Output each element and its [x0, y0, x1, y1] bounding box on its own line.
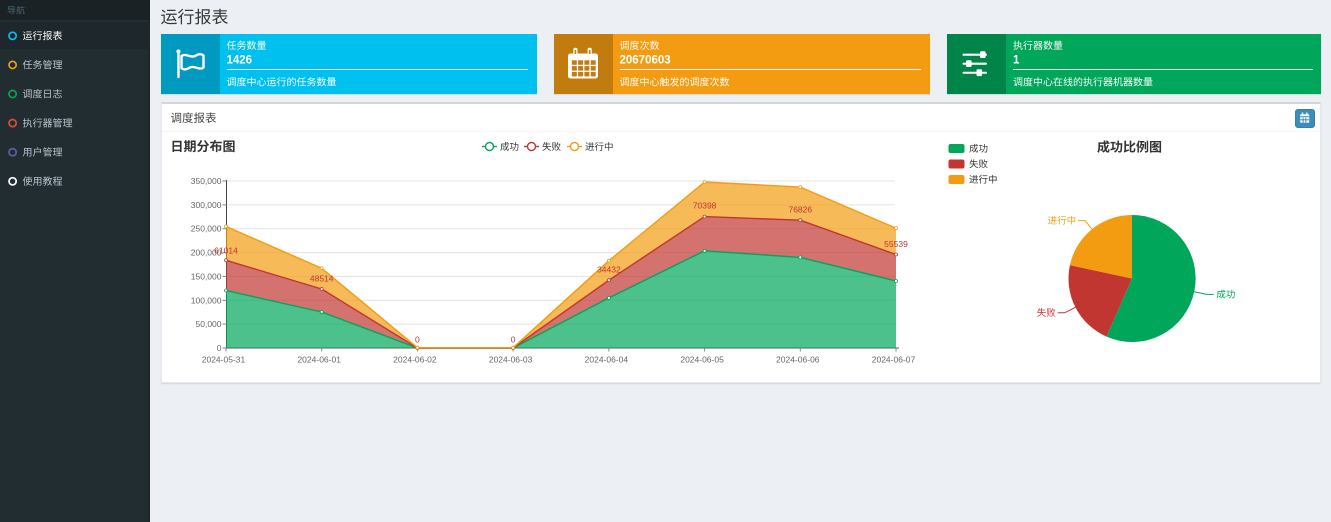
svg-text:34432: 34432 — [597, 265, 621, 275]
svg-text:300,000: 300,000 — [191, 200, 222, 210]
svg-text:250,000: 250,000 — [191, 224, 222, 234]
svg-text:2024-06-01: 2024-06-01 — [297, 355, 341, 365]
svg-text:200,000: 200,000 — [191, 248, 222, 258]
svg-text:0: 0 — [217, 343, 222, 353]
svg-text:2024-06-07: 2024-06-07 — [872, 355, 916, 365]
svg-text:1: 1 — [1013, 55, 1020, 67]
svg-text:2024-06-06: 2024-06-06 — [776, 355, 820, 365]
svg-text:2024-06-03: 2024-06-03 — [489, 355, 533, 365]
svg-text:2024-06-02: 2024-06-02 — [393, 355, 437, 365]
svg-text:50,000: 50,000 — [196, 319, 222, 329]
svg-text:2024-06-05: 2024-06-05 — [680, 355, 724, 365]
svg-text:2024-06-04: 2024-06-04 — [585, 355, 629, 365]
svg-text:0: 0 — [511, 335, 516, 345]
svg-text:350,000: 350,000 — [191, 176, 222, 186]
svg-text:48514: 48514 — [310, 274, 334, 284]
svg-text:100,000: 100,000 — [191, 295, 222, 305]
svg-text:0: 0 — [415, 335, 420, 345]
svg-text:20670603: 20670603 — [620, 55, 671, 67]
svg-text:76826: 76826 — [788, 205, 812, 215]
svg-text:2024-05-31: 2024-05-31 — [202, 355, 246, 365]
svg-text:150,000: 150,000 — [191, 271, 222, 281]
svg-text:70398: 70398 — [693, 201, 717, 211]
svg-text:55539: 55539 — [884, 239, 908, 249]
svg-text:1426: 1426 — [227, 55, 253, 67]
svg-text:61014: 61014 — [214, 246, 238, 256]
